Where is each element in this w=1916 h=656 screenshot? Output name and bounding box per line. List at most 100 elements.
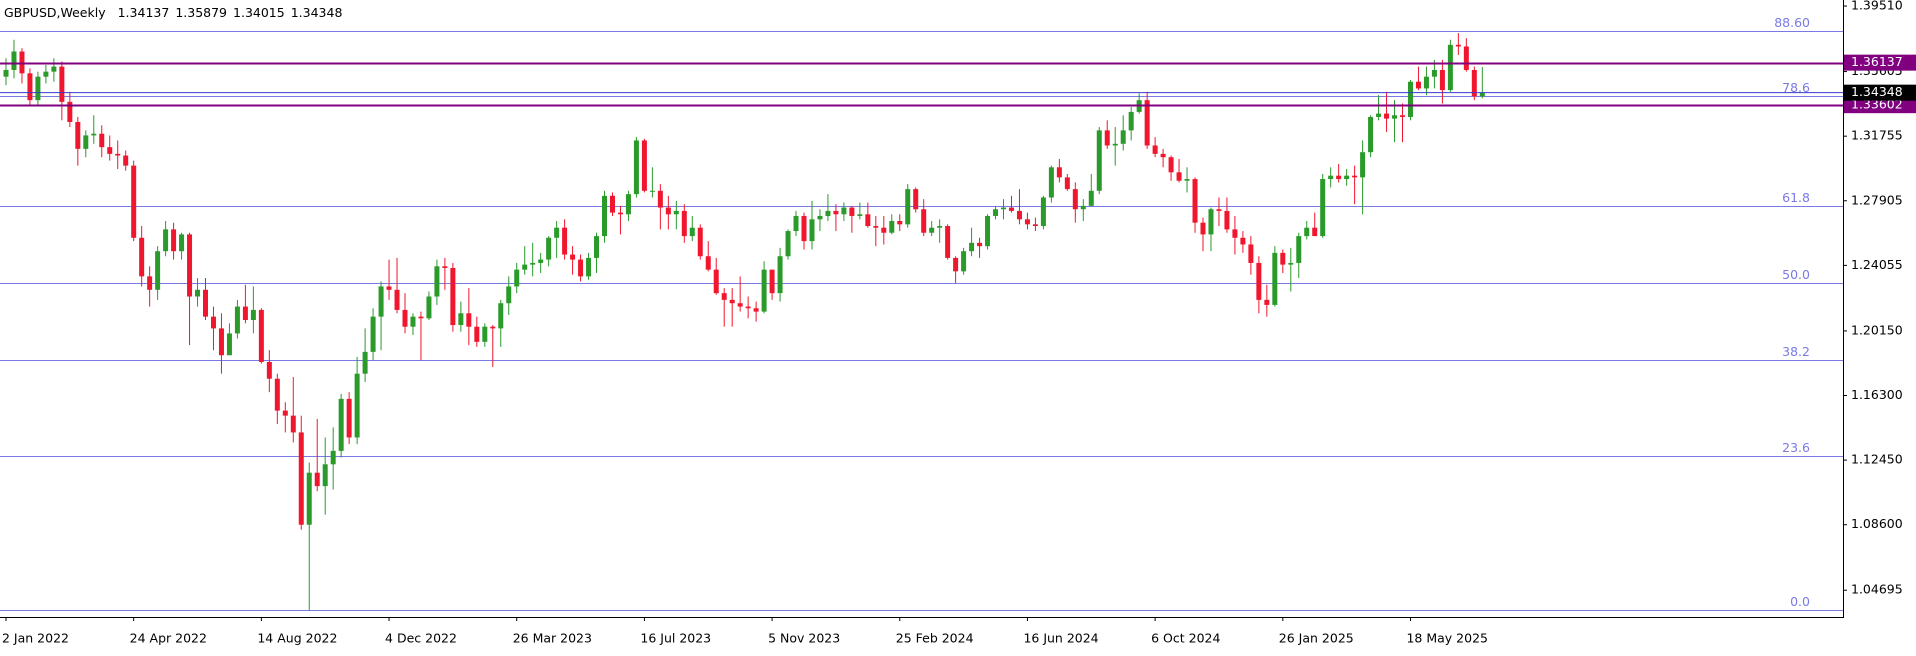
y-tick-label: 1.08600 (1851, 516, 1903, 531)
candle-body (1288, 262, 1294, 265)
candle-body (633, 140, 639, 195)
candle-body (314, 472, 320, 487)
candle-body (977, 242, 983, 247)
candle-body (697, 227, 703, 257)
candle-body (1368, 116, 1374, 153)
candle-body (1048, 167, 1054, 198)
candle-body (554, 227, 560, 238)
y-tick-label: 1.31755 (1851, 128, 1903, 143)
x-tick-label: 26 Mar 2023 (513, 631, 592, 646)
fib-label: 78.6 (1782, 80, 1810, 95)
level-label: 1.36137 (1851, 54, 1903, 69)
candle-body (753, 308, 759, 312)
candle-body (1208, 209, 1214, 235)
candle-body (298, 432, 304, 525)
candle-body (418, 316, 424, 319)
header-ohlc-value: 1.34015 (233, 5, 285, 20)
x-tick-label: 24 Apr 2022 (130, 631, 207, 646)
candle-body (1064, 177, 1070, 190)
candle-body (785, 231, 791, 257)
candle-body (330, 450, 336, 465)
candle-body (282, 410, 288, 416)
candle-body (873, 226, 879, 228)
candle-body (1176, 172, 1182, 181)
y-tick-label: 1.39510 (1851, 0, 1903, 13)
fib-label: 50.0 (1782, 267, 1810, 282)
candle-body (1384, 113, 1390, 119)
candle-body (195, 289, 201, 297)
candle-body (538, 259, 544, 263)
candle-body (546, 237, 552, 260)
candle-body (889, 220, 895, 233)
candle-body (689, 227, 695, 237)
candle-body (1463, 46, 1469, 70)
candle-body (905, 189, 911, 225)
candle-body (1280, 252, 1286, 265)
candle-body (482, 326, 488, 342)
candle-body (1256, 262, 1262, 300)
y-tick-label: 1.12450 (1851, 452, 1903, 467)
candle-body (514, 269, 520, 287)
candle-body (386, 286, 392, 290)
header-ohlc-value: 1.35879 (175, 5, 227, 20)
candle-body (1016, 210, 1022, 220)
candle-body (362, 351, 368, 374)
candle-body (410, 316, 416, 327)
candle-body (458, 313, 464, 326)
level-label-box (1844, 97, 1916, 114)
candle-body (506, 286, 512, 304)
candle-body (1376, 113, 1382, 117)
candle-body (11, 51, 17, 70)
candle-body (953, 257, 959, 272)
candle-body (242, 306, 248, 320)
candle-body (19, 51, 25, 74)
y-tick-label: 1.27905 (1851, 192, 1903, 207)
candle-body (729, 299, 735, 304)
y-tick-label: 1.04695 (1851, 582, 1903, 597)
candle-body (1455, 44, 1461, 47)
candle-body (163, 229, 169, 252)
candle-body (1152, 145, 1158, 154)
candle-body (179, 234, 185, 252)
candle-body (115, 153, 121, 156)
candle-body (1232, 229, 1238, 238)
candle-body (817, 215, 823, 220)
candle-body (1392, 115, 1398, 119)
candle-body (1312, 227, 1318, 237)
candle-body (426, 296, 432, 319)
candle-body (713, 269, 719, 294)
candle-body (1471, 69, 1477, 97)
candle-body (1072, 189, 1078, 210)
candle-body (338, 398, 344, 451)
y-tick-label: 1.20150 (1851, 322, 1903, 337)
x-tick-label: 2 Jan 2022 (2, 631, 69, 646)
x-tick-label: 16 Jul 2023 (640, 631, 711, 646)
candle-body (450, 267, 456, 326)
candle-body (1104, 130, 1110, 146)
x-tick-label: 4 Dec 2022 (385, 631, 457, 646)
candle-body (522, 264, 528, 270)
x-tick-label: 5 Nov 2023 (768, 631, 840, 646)
candle-body (1400, 115, 1405, 117)
candle-body (1144, 100, 1150, 146)
candle-body (721, 293, 727, 300)
candle-body (602, 195, 607, 237)
candle-body (1184, 179, 1190, 181)
candle-body (210, 316, 216, 329)
candle-body (218, 328, 224, 356)
candle-body (226, 333, 232, 356)
candle-body (250, 309, 256, 320)
candle-body (67, 101, 73, 122)
candle-body (993, 209, 999, 216)
candle-body (1352, 175, 1358, 178)
candle-body (59, 66, 65, 102)
candle-body (849, 207, 855, 216)
candle-body (530, 262, 536, 265)
candle-body (266, 361, 272, 379)
candle-body (3, 69, 9, 77)
candle-body (394, 289, 400, 310)
candle-body (91, 133, 97, 136)
candle-body (1200, 222, 1206, 235)
candle-body (833, 210, 839, 215)
candle-body (1112, 143, 1118, 146)
